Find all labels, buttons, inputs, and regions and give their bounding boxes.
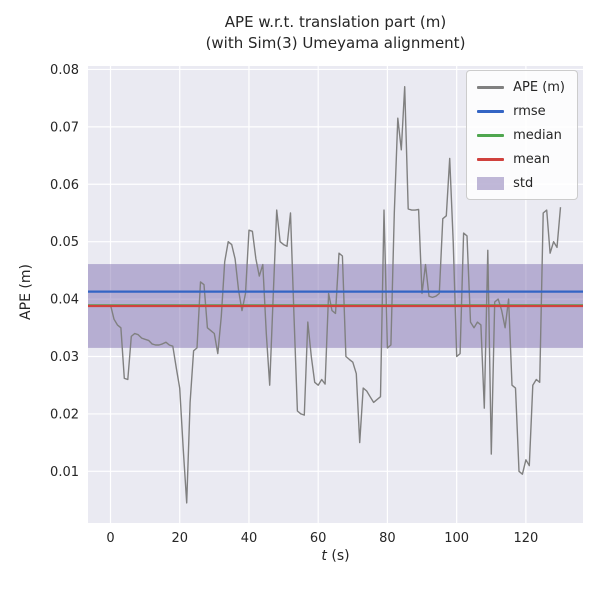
legend-swatch-mean <box>477 157 505 161</box>
x-tick-label: 100 <box>444 531 469 546</box>
legend-label-std: std <box>513 175 534 191</box>
y-tick-label: 0.05 <box>50 235 79 250</box>
x-tick-label: 40 <box>241 531 258 546</box>
legend: APE (m) rmse median mean std <box>466 70 578 200</box>
chart-title-line2: (with Sim(3) Umeyama alignment) <box>205 34 466 52</box>
legend-swatch-std <box>477 176 505 190</box>
legend-label-median: median <box>513 127 562 143</box>
ape-line <box>109 85 562 504</box>
legend-label-rmse: rmse <box>513 103 546 119</box>
legend-swatch-ape <box>477 85 505 89</box>
x-tick-label: 60 <box>310 531 327 546</box>
x-axis-label-var: t <box>321 548 327 564</box>
x-tick-label: 80 <box>379 531 396 546</box>
legend-item-median: median <box>477 126 565 144</box>
x-tick-label: 0 <box>106 531 114 546</box>
y-tick-label: 0.03 <box>50 350 79 365</box>
y-tick-label: 0.02 <box>50 407 79 422</box>
y-tick-label: 0.06 <box>50 178 79 193</box>
x-axis-label-unit: (s) <box>326 548 350 564</box>
y-tick-label: 0.08 <box>50 63 79 78</box>
y-tick-label: 0.01 <box>50 465 79 480</box>
y-tick-label: 0.07 <box>50 120 79 135</box>
legend-swatch-rmse <box>477 109 505 113</box>
chart-title: APE w.r.t. translation part (m) (with Si… <box>88 12 583 54</box>
x-tick-label: 20 <box>171 531 188 546</box>
legend-item-std: std <box>477 174 565 192</box>
legend-label-mean: mean <box>513 151 550 167</box>
y-axis-label: APE (m) <box>18 264 34 320</box>
chart-title-line1: APE w.r.t. translation part (m) <box>224 13 447 31</box>
legend-item-ape: APE (m) <box>477 78 565 96</box>
legend-label-ape: APE (m) <box>513 79 565 95</box>
x-axis-label: t (s) <box>88 548 583 564</box>
legend-item-rmse: rmse <box>477 102 565 120</box>
x-tick-label: 120 <box>513 531 538 546</box>
legend-swatch-median <box>477 133 505 137</box>
y-tick-label: 0.04 <box>50 293 79 308</box>
legend-item-mean: mean <box>477 150 565 168</box>
